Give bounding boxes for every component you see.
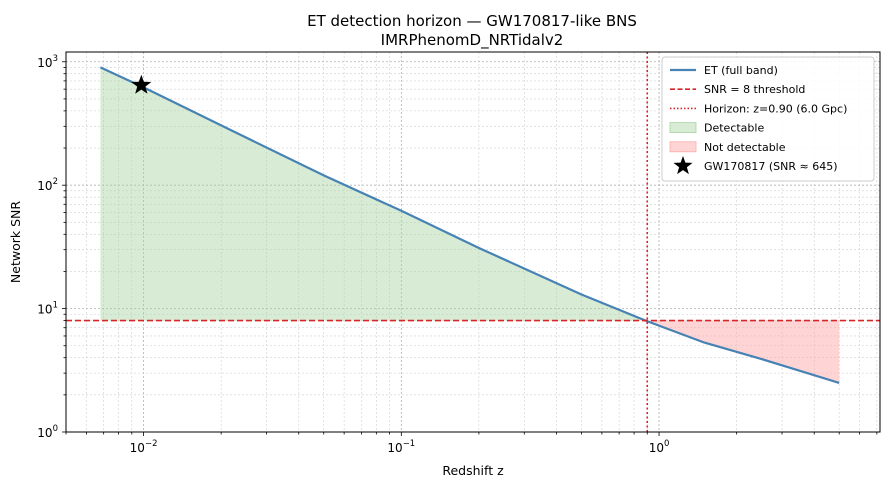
legend-entry-threshold: SNR = 8 threshold [704, 83, 805, 96]
x-tick-label: 10−1 [387, 439, 415, 455]
plot-frame [65, 51, 881, 433]
x-axis-label: Redshift z [442, 463, 504, 478]
markers [131, 74, 152, 94]
legend-entry-detectable: Detectable [704, 122, 764, 135]
y-axis-label: Network SNR [8, 201, 23, 283]
y-tick-label: 101 [37, 301, 58, 317]
y-tick-label: 100 [37, 424, 58, 440]
legend-entry-not-detectable-swatch [669, 141, 697, 153]
grid [65, 52, 880, 433]
x-tick-label: 100 [649, 439, 670, 455]
axis-ticks: 10−2 10−1 100 100 101 102 103 [37, 54, 878, 455]
reference-lines [66, 52, 880, 432]
series-line-et-full-band [99, 66, 840, 384]
gw170817-marker [131, 74, 152, 94]
legend: ET (full band) SNR = 8 threshold Horizon: … [661, 56, 875, 182]
legend-entry-horizon: Horizon: z=0.90 (6.0 Gpc) [704, 102, 847, 115]
y-tick-label: 103 [37, 54, 58, 70]
legend-entry-not-detectable: Not detectable [704, 141, 786, 154]
y-tick-label: 102 [37, 177, 58, 193]
chart-title: ET detection horizon — GW170817-like BNS [307, 12, 637, 30]
x-tick-label: 10−2 [130, 439, 158, 455]
legend-box [661, 56, 875, 182]
legend-entry-gw170817: GW170817 (SNR ≈ 645) [704, 160, 838, 173]
legend-entry-et: ET (full band) [704, 64, 778, 77]
chart-subtitle: IMRPhenomD_NRTidalv2 [381, 31, 564, 50]
series-lines [99, 66, 840, 384]
detectable-region [100, 67, 648, 322]
legend-entry-detectable-swatch [669, 122, 697, 133]
legend-entry-gw170817-swatch [673, 156, 693, 175]
